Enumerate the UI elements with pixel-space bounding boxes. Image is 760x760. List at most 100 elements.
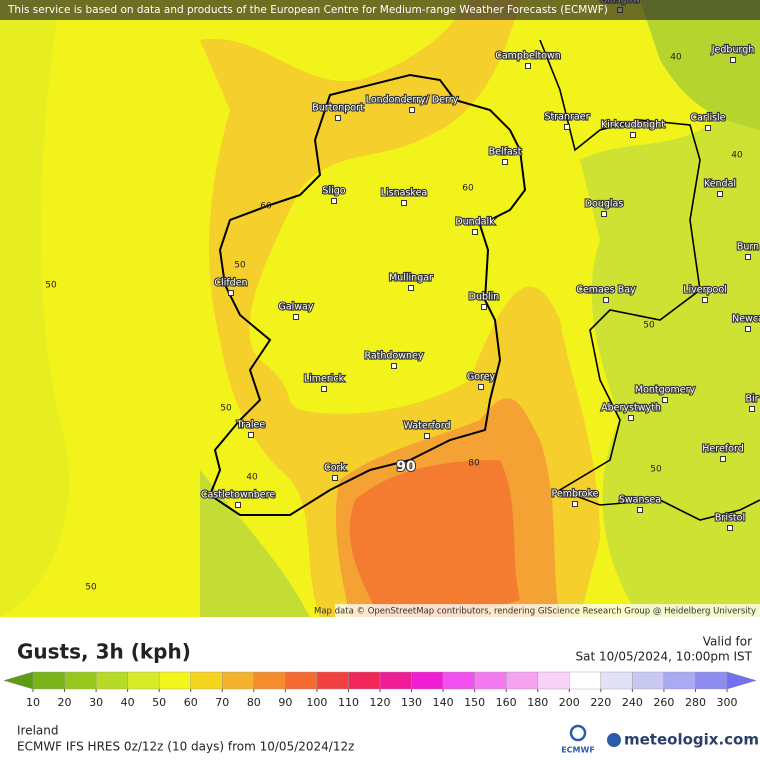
legend-swatch <box>253 671 286 690</box>
city-label: Waterford <box>403 421 450 432</box>
contour-label: 90 <box>396 459 416 475</box>
legend-tick-label: 50 <box>152 696 166 709</box>
legend-arrow <box>726 671 757 690</box>
city-marker <box>628 415 634 421</box>
city-marker <box>637 507 643 513</box>
city-label: Bir <box>745 394 758 405</box>
legend-swatch <box>64 671 97 690</box>
city-marker <box>408 285 414 291</box>
city-label: Tralee <box>236 420 266 431</box>
legend-tick-label: 260 <box>653 696 674 709</box>
legend-tick-label: 240 <box>622 696 643 709</box>
brand: meteologix.com <box>624 731 759 749</box>
coastline <box>208 73 527 516</box>
legend-swatch <box>158 671 191 690</box>
city-marker <box>564 124 570 130</box>
coastline <box>539 39 760 521</box>
city-marker <box>705 125 711 131</box>
contour-label: 60 <box>260 202 272 212</box>
attribution-bg <box>335 604 760 617</box>
legend-swatch <box>379 671 412 690</box>
contour-label: 50 <box>85 583 97 593</box>
legend-tick-label: 10 <box>26 696 40 709</box>
contour-label: 50 <box>650 465 662 475</box>
city-label: Pembroke <box>551 489 598 500</box>
city-label: Castletownbere <box>201 490 276 501</box>
city-marker <box>293 314 299 320</box>
contour-label: 80 <box>468 459 480 469</box>
legend-title: Gusts, 3h (kph) <box>17 640 191 664</box>
legend-tick-label: 70 <box>215 696 229 709</box>
city-marker <box>401 200 407 206</box>
legend-swatch <box>442 671 475 690</box>
legend-swatch <box>348 671 381 690</box>
contour-label: 40 <box>670 53 682 63</box>
city-label: Stranraer <box>545 112 590 123</box>
city-label: Clifden <box>214 278 247 289</box>
legend-tick-label: 140 <box>433 696 454 709</box>
contour-label: 50 <box>45 281 57 291</box>
city-label: Jedburgh <box>711 45 755 56</box>
city-label: Rathdowney <box>364 351 423 362</box>
city-marker <box>662 397 668 403</box>
city-label: Kirkcudbright <box>601 120 665 131</box>
legend-swatch <box>695 671 728 690</box>
legend-tick-label: 180 <box>527 696 548 709</box>
city-marker <box>335 115 341 121</box>
legend-swatch <box>569 671 602 690</box>
contour-label: 40 <box>246 473 258 483</box>
city-marker <box>409 107 415 113</box>
city-label: Carlisle <box>690 113 725 124</box>
city-marker <box>745 326 751 332</box>
city-marker <box>472 229 478 235</box>
city-label: Swansea <box>619 495 661 506</box>
city-marker <box>525 63 531 69</box>
legend-tick-label: 150 <box>464 696 485 709</box>
city-marker <box>717 191 723 197</box>
field <box>349 460 520 617</box>
city-label: Hereford <box>702 444 743 455</box>
legend-tick-label: 220 <box>590 696 611 709</box>
city-label: Londonderry/ Derry <box>366 95 459 106</box>
city-label: Campbeltown <box>495 51 561 62</box>
legend-swatch <box>474 671 507 690</box>
legend-tick-label: 30 <box>89 696 103 709</box>
legend-swatch <box>95 671 128 690</box>
city-marker <box>228 290 234 296</box>
city-marker <box>424 433 430 439</box>
city-label: Galway <box>278 302 313 313</box>
notice-bar <box>0 0 760 20</box>
ecmwf-label: ECMWF <box>561 746 595 755</box>
city-label: Cork <box>324 463 346 474</box>
city-label: Newca <box>732 314 760 325</box>
valid-time: Sat 10/05/2024, 10:00pm IST <box>576 650 753 664</box>
field <box>0 0 70 617</box>
city-label: Kendal <box>704 179 736 190</box>
city-marker <box>630 132 636 138</box>
legend-tick-label: 90 <box>278 696 292 709</box>
city-label: Lisnaskea <box>381 188 428 199</box>
legend-swatch <box>190 671 223 690</box>
attribution: Map data © OpenStreetMap contributors, r… <box>314 607 756 617</box>
legend-arrow <box>3 671 34 690</box>
legend-swatch <box>222 671 255 690</box>
city-label: Bristol <box>715 513 745 524</box>
city-marker <box>749 406 755 412</box>
notice: This service is based on data and produc… <box>7 4 608 16</box>
field <box>640 0 760 130</box>
brand-logo <box>607 733 621 747</box>
city-label: Montgomery <box>635 385 696 396</box>
city-marker <box>331 198 337 204</box>
city-label: Burn <box>737 242 759 253</box>
contour-label: 40 <box>731 151 743 161</box>
contour-label: 50 <box>220 404 232 414</box>
city-label: Cemaes Bay <box>576 285 636 296</box>
legend-tick-label: 160 <box>496 696 517 709</box>
city-marker <box>332 475 338 481</box>
model-info: ECMWF IFS HRES 0z/12z (10 days) from 10/… <box>17 740 354 754</box>
valid-label: Valid for <box>703 635 752 649</box>
ecmwf-logo <box>569 724 587 742</box>
legend-swatch <box>600 671 633 690</box>
city-marker <box>391 363 397 369</box>
